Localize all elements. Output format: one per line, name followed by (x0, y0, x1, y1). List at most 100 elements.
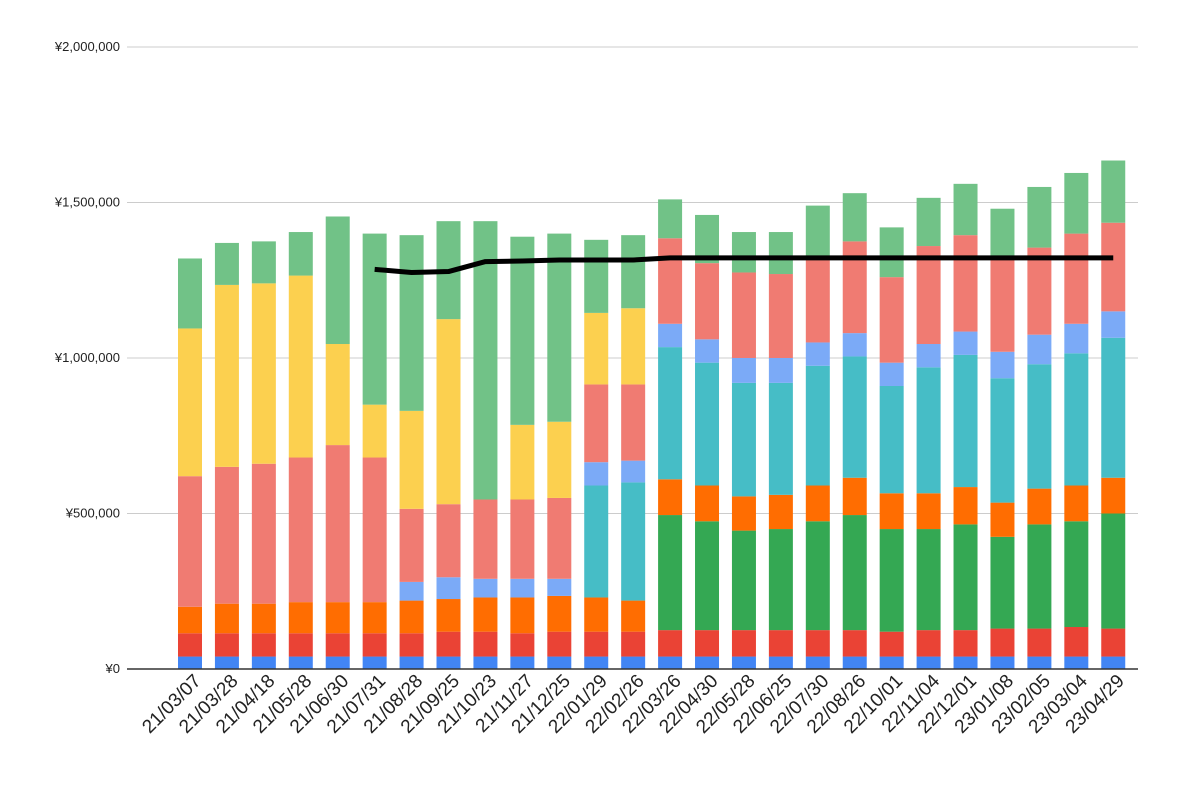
bar-segment (621, 482, 646, 601)
bar-segment (547, 578, 572, 596)
bar-segment (362, 404, 387, 458)
bar-segment (288, 633, 313, 657)
bar-segment (805, 656, 830, 669)
bar-segment (584, 462, 609, 486)
bar-segment (1101, 160, 1126, 223)
bar-segment (1064, 233, 1089, 324)
bar-segment (842, 477, 867, 516)
bar-segment (1064, 353, 1089, 486)
bar-segment (990, 628, 1015, 657)
bar-segment (510, 424, 535, 500)
bar-segment (731, 272, 756, 358)
bar-segment (436, 599, 461, 632)
bar-segment (399, 633, 424, 657)
bar-segment (214, 242, 239, 285)
y-tick-label: ¥1,000,000 (54, 350, 120, 365)
bar-segment (658, 323, 683, 348)
bar-segment (990, 656, 1015, 669)
bar-segment (584, 597, 609, 632)
bar-segment (621, 600, 646, 632)
bar-segment (584, 384, 609, 463)
bar-segment (325, 344, 350, 446)
line-series (374, 255, 1114, 275)
bar-segment (251, 633, 276, 657)
bar-segment (399, 600, 424, 634)
y-tick-label: ¥1,500,000 (54, 195, 120, 210)
bar-segment (805, 485, 830, 522)
bar-segment (1064, 172, 1089, 234)
bar-segment (288, 457, 313, 603)
bar-segment (916, 197, 941, 247)
bar-segment (768, 358, 793, 383)
bar-segment (842, 656, 867, 669)
bar-segment (547, 497, 572, 579)
bar-segment (399, 508, 424, 582)
bar-segment (658, 479, 683, 516)
bar-segment (214, 633, 239, 657)
bar-segment (658, 656, 683, 669)
bar-segment (621, 656, 646, 669)
bar-segment (916, 493, 941, 530)
bar-segment (621, 308, 646, 385)
bar-segment (1101, 222, 1126, 312)
bar-segment (990, 536, 1015, 629)
bar-segment (916, 367, 941, 494)
bar-segment (731, 358, 756, 383)
bar-segment (658, 347, 683, 480)
bar-segment (288, 232, 313, 276)
bar-segment (1101, 477, 1126, 514)
line-series-path (374, 255, 1114, 275)
bar-segment (990, 208, 1015, 259)
bar-segment (584, 239, 609, 313)
bar-segment (547, 421, 572, 498)
bar-segment (879, 656, 904, 669)
bar-segment (1027, 628, 1052, 657)
y-tick-label: ¥500,000 (65, 506, 120, 521)
bar-segment (805, 521, 830, 631)
bar-segment (916, 344, 941, 368)
bar-segment (1101, 656, 1126, 669)
bar-segment (731, 530, 756, 631)
bar-segment (473, 656, 498, 669)
bar-segment (288, 656, 313, 669)
bar-segment (251, 656, 276, 669)
bar-segment (510, 578, 535, 598)
bar-segment (362, 233, 387, 405)
bar-segment (621, 235, 646, 309)
bar-segment (879, 227, 904, 278)
bar-segment (805, 630, 830, 657)
bar-segment (768, 656, 793, 669)
bar-segment (879, 529, 904, 632)
bar-segment (695, 263, 720, 340)
bar-segment (214, 603, 239, 634)
bar-segment (953, 235, 978, 332)
y-tick-label: ¥2,000,000 (54, 39, 120, 54)
bar-segment (953, 331, 978, 355)
bar-segment (842, 241, 867, 334)
bar-segment (547, 233, 572, 422)
bar-segment (1027, 656, 1052, 669)
bar-segment (325, 633, 350, 657)
bar-segment (325, 445, 350, 603)
bar-segment (436, 319, 461, 505)
bar-segment (362, 656, 387, 669)
bar-segment (695, 521, 720, 631)
bar-segment (768, 382, 793, 495)
bar-segment (362, 457, 387, 603)
bar-segment (473, 578, 498, 598)
bar-segment (695, 630, 720, 657)
bar-segment (325, 602, 350, 634)
bar-segment (178, 258, 202, 329)
bar-segment (547, 656, 572, 669)
bar-segment (879, 277, 904, 363)
bar-segment (731, 496, 756, 531)
bar-segment (473, 631, 498, 657)
bar-segment (178, 633, 202, 657)
bar-segment (178, 476, 202, 607)
bar-segment (510, 499, 535, 579)
bar-segment (584, 631, 609, 657)
bar-segment (547, 595, 572, 632)
bar-segment (731, 656, 756, 669)
bar-segment (251, 241, 276, 284)
bar-segment (436, 504, 461, 578)
